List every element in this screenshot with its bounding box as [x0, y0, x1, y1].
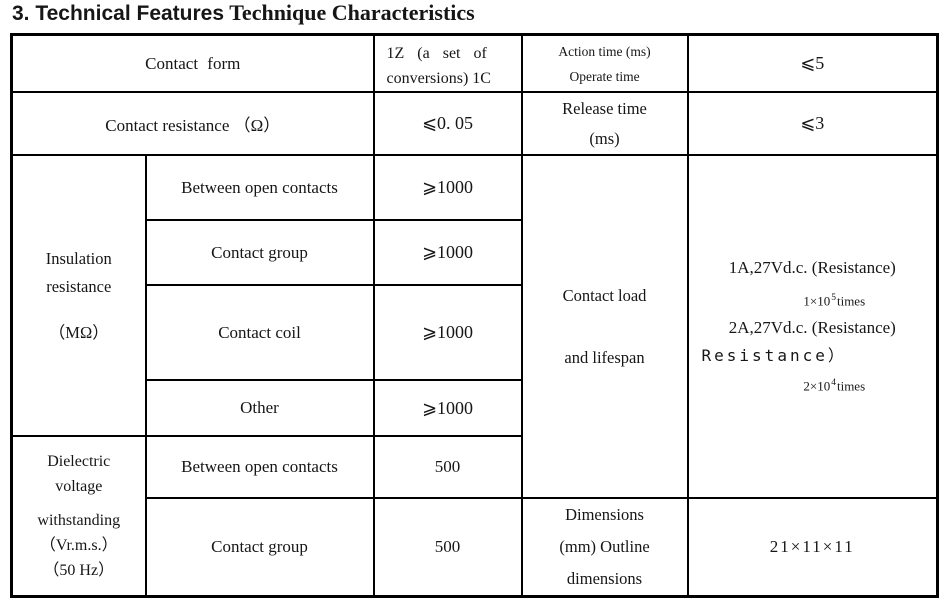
contact-load-label-cell: Contact load and lifespan [520, 154, 689, 499]
insulation-row-value: ⩾1000 [421, 397, 474, 418]
contact-load-value-line1: 1A,27Vd.c. (Resistance) [728, 258, 896, 278]
lifespan1-exponent: 5 [831, 293, 836, 304]
lifespan2-unit: times [836, 377, 866, 393]
insulation-row-value: ⩾1000 [421, 177, 474, 197]
dielectric-voltage-label-cell: Dielectric voltage withstanding （Vr.m.s.… [10, 435, 147, 598]
row-insulation-contact-coil: Contact coil ⩾1000 [12, 284, 938, 381]
lifespan2-base: 2×10 [803, 377, 831, 393]
dielectric-row-label-cell: Contact group [144, 497, 375, 598]
lifespan2-exponent: 4 [831, 377, 836, 388]
dielectric-row-value-cell: 500 [372, 497, 523, 598]
lifespan1-base: 1×10 [803, 293, 831, 309]
insulation-row-value-cell: ⩾1000 [372, 379, 523, 437]
insulation-label-line1: Insulation [45, 248, 112, 268]
contact-form-value-line2: conversions) 1C [386, 70, 491, 87]
action-time-value-cell: ⩽5 [686, 33, 939, 93]
release-time-label-cell: Release time (ms) [520, 91, 689, 156]
contact-resistance-label-cell: Contact resistance （Ω） [10, 91, 375, 156]
row-insulation-contact-group: Contact group ⩾1000 [12, 219, 938, 286]
dimensions-value: 21×11×11 [769, 537, 855, 556]
contact-resistance-value-cell: ⩽0. 05 [372, 91, 523, 156]
dimensions-label-line3: dimensions [566, 569, 643, 588]
release-time-value: ⩽3 [800, 113, 825, 133]
contact-form-label: Contact form [145, 53, 241, 73]
page-title: 3. Technical Features Technique Characte… [12, 0, 475, 26]
contact-resistance-label: Contact resistance （Ω） [105, 116, 281, 135]
contact-load-label-line2: and lifespan [564, 347, 645, 367]
dimensions-value-cell: 21×11×11 [686, 497, 939, 598]
action-time-label-line2: Operate time [569, 68, 640, 84]
dielectric-row-label-cell: Between open contacts [144, 435, 375, 499]
contact-load-value-line3: 2A,27Vd.c. (Resistance) [728, 317, 896, 337]
technical-features-table: Contact form 1Z (a set of conversions) 1… [10, 33, 940, 598]
insulation-label-line3: （MΩ） [48, 322, 109, 342]
contact-form-value-line1: 1Z (a set of [386, 45, 487, 62]
dimensions-label-line1: Dimensions [565, 505, 644, 524]
contact-resistance-value: ⩽0. 05 [421, 113, 474, 133]
insulation-resistance-label-cell: Insulation resistance （MΩ） [10, 154, 147, 437]
insulation-row-label-cell: Contact coil [144, 284, 375, 381]
contact-load-label-line1: Contact load [562, 285, 647, 305]
action-time-label-line1: Action time (ms) [558, 43, 651, 59]
release-time-label-line1: Release time [562, 98, 647, 118]
insulation-label-line2: resistance [46, 276, 112, 296]
contact-load-lifespan1: 1×105times [711, 289, 936, 310]
dielectric-row-label: Contact group [211, 537, 308, 556]
page-title-part2: Technique Characteristics [229, 0, 475, 25]
insulation-row-value-cell: ⩾1000 [372, 284, 523, 381]
contact-load-value-cell: 1A,27Vd.c. (Resistance) 1×105times 2A,27… [686, 154, 939, 499]
release-time-label-line2: (ms) [589, 128, 620, 148]
dimensions-label-line2: (mm) Outline [559, 537, 650, 556]
action-time-value: ⩽5 [800, 53, 825, 73]
dielectric-label-line3: withstanding [37, 512, 121, 529]
contact-form-value-cell: 1Z (a set of conversions) 1C [372, 33, 523, 93]
row-insulation-open-contacts: Insulation resistance （MΩ） Between open … [10, 154, 939, 499]
insulation-row-value: ⩾1000 [421, 242, 474, 262]
contact-form-label-cell: Contact form [10, 33, 375, 93]
dielectric-row-label: Between open contacts [181, 457, 338, 476]
dimensions-label-cell: Dimensions (mm) Outline dimensions [520, 497, 689, 598]
insulation-row-value: ⩾1000 [421, 322, 474, 342]
dielectric-label-line1: Dielectric [47, 453, 111, 470]
dielectric-label-line4: （Vr.m.s.） [39, 537, 118, 554]
row-dielectric-open-contacts: Dielectric voltage withstanding （Vr.m.s.… [10, 435, 938, 598]
page-title-part1: 3. Technical Features [12, 2, 225, 25]
contact-load-value-line4: Resistance） [701, 345, 847, 365]
row-insulation-other: Other ⩾1000 [12, 379, 938, 437]
action-time-label-cell: Action time (ms) Operate time [520, 33, 689, 93]
row-contact-resistance: Contact resistance （Ω） ⩽0. 05 Release ti… [10, 91, 939, 156]
contact-load-lifespan2: 2×104times [711, 374, 936, 395]
insulation-row-value-cell: ⩾1000 [372, 154, 523, 221]
dielectric-row-value-cell: 500 [372, 435, 523, 499]
insulation-row-label-cell: Other [144, 379, 375, 437]
insulation-row-label: Contact coil [218, 322, 301, 342]
insulation-row-label: Between open contacts [181, 177, 338, 197]
release-time-value-cell: ⩽3 [686, 91, 939, 156]
dielectric-row-value: 500 [434, 537, 461, 556]
insulation-row-label-cell: Between open contacts [144, 154, 375, 221]
dielectric-label-line5: （50 Hz） [43, 562, 115, 579]
insulation-row-label-cell: Contact group [144, 219, 375, 286]
dielectric-label-line2: voltage [55, 478, 103, 495]
lifespan1-unit: times [836, 293, 866, 309]
insulation-row-label: Contact group [211, 242, 308, 262]
dielectric-row-value: 500 [434, 457, 461, 476]
insulation-row-value-cell: ⩾1000 [372, 219, 523, 286]
row-contact-form: Contact form 1Z (a set of conversions) 1… [10, 33, 939, 93]
insulation-row-label: Other [240, 398, 279, 417]
row-dielectric-contact-group: Contact group 500 Dimensions (mm) Outlin… [12, 497, 939, 598]
